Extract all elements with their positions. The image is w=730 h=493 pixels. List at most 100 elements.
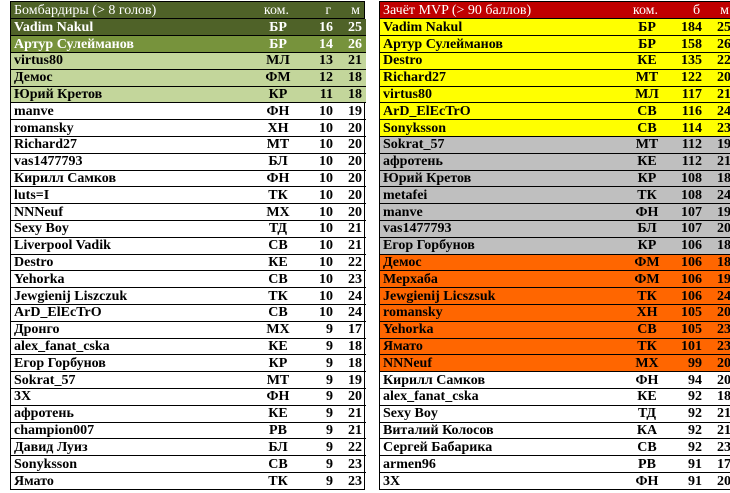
matches-value: 24: [707, 287, 730, 306]
table-row: Мерхаба ФМ 106 19: [380, 270, 730, 289]
table-row: manve ФН 107 19: [380, 203, 730, 222]
points-value: 91: [688, 473, 702, 489]
table-row: Sonyksson СВ 114 23: [380, 119, 730, 138]
player-name: Vadim Nakul: [380, 19, 618, 37]
team-code: ФН: [249, 170, 307, 188]
team-code: КР: [618, 170, 676, 188]
matches-value: 18: [707, 388, 730, 406]
team-code: МХ: [249, 203, 307, 222]
goals-value: 10: [307, 136, 338, 154]
table-row: vas1477793 БЛ 107 20: [380, 220, 730, 238]
player-name: Давид Луиз: [11, 438, 249, 457]
team-code: КЕ: [618, 52, 676, 70]
matches-value: 20: [338, 153, 366, 171]
points-value: 158: [676, 35, 707, 54]
table-row: armen96 РВ 91 17: [380, 455, 730, 474]
table-row: vas1477793 БЛ 10 20: [11, 153, 366, 171]
player-name: Sonyksson: [11, 455, 249, 474]
table-row: Vadim Nakul БР 16 25: [11, 19, 366, 37]
team-code: КР: [249, 354, 307, 373]
team-code: БР: [618, 35, 676, 54]
player-name: romansky: [380, 304, 618, 322]
team-code: ФМ: [618, 270, 676, 289]
points-value: 101: [676, 338, 707, 356]
player-name: Кирилл Самков: [11, 170, 249, 188]
table-row: ArD_ElEcTrO СВ 10 24: [11, 304, 366, 322]
team-code: КР: [618, 237, 676, 255]
points-value: 117: [676, 86, 707, 104]
table-row: Ямато ТК 101 23: [380, 338, 730, 356]
player-name: Liverpool Vadik: [11, 237, 249, 255]
team-code: СВ: [249, 237, 307, 255]
player-name: vas1477793: [380, 220, 618, 238]
team-code: ТК: [618, 186, 676, 205]
goals-value: 9: [307, 371, 338, 390]
goals-value: 9: [307, 422, 338, 440]
player-name: Jewgienij Liszczuk: [11, 287, 249, 306]
goals-value: 10: [307, 186, 338, 205]
points-value: 92: [676, 405, 707, 423]
scorers-title: Бомбардиры (> 8 голов): [14, 3, 157, 18]
team-code: КР: [249, 86, 307, 104]
table-row: Кирилл Самков ФН 94 20: [380, 371, 730, 390]
table-row: Sexy Boy ТД 92 21: [380, 405, 730, 423]
table-row: Артур Сулейманов БР 158 26: [380, 35, 730, 54]
table-row: Liverpool Vadik СВ 10 21: [11, 237, 366, 255]
player-name: luts=I: [11, 186, 249, 205]
matches-value: 20: [338, 203, 366, 222]
player-name: ArD_ElEcTrO: [380, 102, 618, 121]
matches-value: 23: [707, 438, 730, 457]
team-code: ФН: [618, 371, 676, 390]
table-row: Yehorka СВ 105 23: [380, 321, 730, 339]
team-code: КА: [618, 422, 676, 440]
points-value: 92: [676, 388, 707, 406]
mvp-table: Зачёт MVP (> 90 баллов) ком. б м Vadim N…: [379, 1, 730, 491]
goals-value: 13: [307, 52, 338, 70]
player-name: Yehorka: [11, 270, 249, 289]
mvp-points-header: б: [693, 3, 701, 18]
matches-value: 23: [707, 119, 730, 138]
player-name: virtus80: [11, 52, 249, 70]
points-value: 92: [676, 438, 707, 457]
team-code: ФН: [635, 473, 659, 489]
goals-value: 10: [307, 254, 338, 272]
matches-value: 20: [338, 119, 366, 138]
team-code: СВ: [618, 119, 676, 138]
points-value: 107: [676, 203, 707, 222]
table-row: Sokrat_57 МТ 9 19: [11, 371, 366, 390]
goals-value: 16: [307, 19, 338, 37]
goals-value: 14: [307, 35, 338, 54]
points-value: 106: [676, 287, 707, 306]
goals-value: 10: [307, 153, 338, 171]
table-row: Егор Горбунов КР 106 18: [380, 237, 730, 255]
team-code: ТД: [249, 220, 307, 238]
table-row: Sexy Boy ТД 10 21: [11, 220, 366, 238]
points-value: 105: [676, 321, 707, 339]
table-row: Jewgienij Licszsuk ТК 106 24: [380, 287, 730, 306]
matches-value: 21: [338, 237, 366, 255]
matches-value: 24: [707, 102, 730, 121]
scorers-list: Vadim Nakul БР 16 25 Артур Сулейманов БР 14 26 v…: [11, 19, 366, 489]
table-row: 3X ФН 91 20: [380, 473, 730, 490]
player-name: Richard27: [11, 136, 249, 154]
goals-value: 9: [307, 455, 338, 474]
team-code: ТК: [249, 287, 307, 306]
player-name: 3X: [383, 473, 401, 489]
matches-value: 20: [717, 473, 730, 489]
goals-value: 10: [307, 270, 338, 289]
matches-value: 19: [338, 102, 366, 121]
table-row: Destro КЕ 135 22: [380, 52, 730, 70]
team-code: МХ: [249, 321, 307, 339]
team-code: ТД: [618, 405, 676, 423]
table-row: romansky ХН 10 20: [11, 119, 366, 138]
goals-value: 9: [307, 354, 338, 373]
team-code: БЛ: [249, 438, 307, 457]
table-row: 3X ФН 9 20: [11, 388, 366, 406]
goals-value: 9: [307, 338, 338, 356]
table-row: romansky ХН 105 20: [380, 304, 730, 322]
team-code: МТ: [249, 136, 307, 154]
player-name: Артур Сулейманов: [11, 35, 249, 54]
goals-value: 10: [307, 170, 338, 188]
table-row: NNNeuf МХ 10 20: [11, 203, 366, 222]
goals-value: 9: [307, 321, 338, 339]
